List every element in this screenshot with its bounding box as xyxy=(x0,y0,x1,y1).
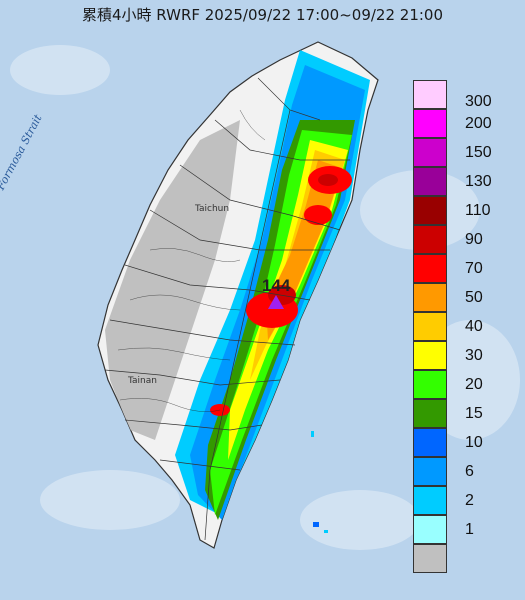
triangle-marker-icon xyxy=(268,295,284,309)
legend-row: 30 xyxy=(413,341,503,375)
cloud-texture xyxy=(10,45,520,550)
legend-row: 50 xyxy=(413,283,503,317)
legend-swatch xyxy=(413,80,447,109)
legend-row: 15 xyxy=(413,399,503,433)
legend-row: 2 xyxy=(413,486,503,520)
legend-swatch xyxy=(413,341,447,370)
legend-label: 300 xyxy=(465,92,492,110)
legend-row: 130 xyxy=(413,167,503,201)
legend-label: 20 xyxy=(465,375,483,393)
legend-row: 150 xyxy=(413,138,503,172)
legend-label: 1 xyxy=(465,520,474,538)
legend-swatch xyxy=(413,196,447,225)
rainfall-field xyxy=(105,50,370,520)
legend-label: 110 xyxy=(465,201,491,219)
legend-row: 1 xyxy=(413,515,503,549)
legend-label: 150 xyxy=(465,143,492,161)
legend-row: 6 xyxy=(413,457,503,491)
legend-label: 10 xyxy=(465,433,483,451)
legend-swatch xyxy=(413,167,447,196)
legend-swatch xyxy=(413,225,447,254)
legend-label: 50 xyxy=(465,288,483,306)
legend-swatch xyxy=(413,312,447,341)
legend-row: 110 xyxy=(413,196,503,230)
legend-row xyxy=(413,544,503,578)
legend-swatch xyxy=(413,254,447,283)
max-rainfall-value: 144 xyxy=(262,276,291,295)
legend-label: 15 xyxy=(465,404,483,422)
city-label-tainan: Tainan xyxy=(128,376,157,386)
legend-swatch xyxy=(413,283,447,312)
legend-row: 40 xyxy=(413,312,503,346)
legend-swatch xyxy=(413,457,447,486)
legend-row: 10 xyxy=(413,428,503,462)
legend-label: 6 xyxy=(465,462,474,480)
legend-row: 300 xyxy=(413,80,503,114)
legend-label: 2 xyxy=(465,491,474,509)
offshore-rain-cell xyxy=(311,431,314,437)
legend-swatch xyxy=(413,109,447,138)
legend-swatch xyxy=(413,138,447,167)
map-title: 累積4小時 RWRF 2025/09/22 17:00~09/22 21:00 xyxy=(81,6,444,24)
county-borders xyxy=(104,77,350,541)
legend-label: 200 xyxy=(465,114,492,132)
legend-row: 200 xyxy=(413,109,503,143)
legend-label: 70 xyxy=(465,259,483,277)
city-label-taichung: Taichun xyxy=(195,204,230,214)
green-island xyxy=(324,530,328,533)
legend-row: 90 xyxy=(413,225,503,259)
legend-swatch xyxy=(413,370,447,399)
legend-swatch xyxy=(413,515,447,544)
legend-label: 30 xyxy=(465,346,483,364)
legend-row: 70 xyxy=(413,254,503,288)
legend-label: 90 xyxy=(465,230,483,248)
legend-label: 40 xyxy=(465,317,483,335)
legend-swatch xyxy=(413,399,447,428)
legend-row: 20 xyxy=(413,370,503,404)
rivers xyxy=(117,109,266,412)
legend-label: 130 xyxy=(465,172,492,190)
legend-swatch xyxy=(413,486,447,515)
legend-swatch xyxy=(413,428,447,457)
legend-swatch xyxy=(413,544,447,573)
lanyu-island xyxy=(313,522,319,527)
